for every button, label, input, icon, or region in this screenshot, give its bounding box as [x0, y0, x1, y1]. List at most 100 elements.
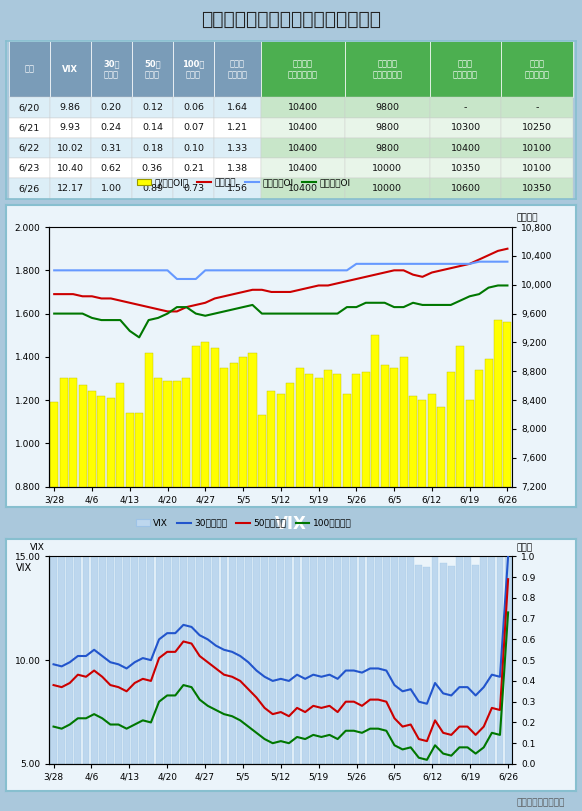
- Text: 遠賣權
最大履約價: 遠賣權 最大履約價: [525, 59, 550, 79]
- Bar: [83, 504, 90, 764]
- Bar: [9, 178, 49, 199]
- Bar: [278, 537, 284, 764]
- Text: -: -: [464, 103, 467, 112]
- Bar: [315, 379, 322, 659]
- Bar: [416, 565, 423, 764]
- Bar: [9, 41, 49, 97]
- Text: 9800: 9800: [375, 123, 399, 132]
- Bar: [164, 380, 172, 659]
- Bar: [318, 534, 325, 764]
- Bar: [359, 528, 365, 764]
- Text: 10000: 10000: [372, 164, 402, 173]
- Bar: [182, 379, 190, 659]
- Bar: [164, 469, 171, 764]
- Bar: [173, 158, 214, 178]
- Text: 30日
百分位: 30日 百分位: [103, 59, 119, 79]
- Bar: [343, 393, 351, 659]
- Bar: [502, 178, 573, 199]
- Bar: [345, 158, 430, 178]
- Bar: [475, 370, 483, 659]
- Text: 0.73: 0.73: [183, 184, 204, 193]
- Text: VIX: VIX: [30, 543, 45, 552]
- Bar: [79, 385, 87, 659]
- Bar: [91, 178, 132, 199]
- Text: 6/26: 6/26: [19, 184, 40, 193]
- Bar: [277, 393, 285, 659]
- Bar: [352, 374, 360, 659]
- Bar: [144, 353, 152, 659]
- Bar: [305, 374, 313, 659]
- Text: 1.64: 1.64: [227, 103, 248, 112]
- Text: 0.06: 0.06: [183, 103, 204, 112]
- Text: 0.10: 0.10: [183, 144, 204, 152]
- Bar: [214, 138, 261, 158]
- Bar: [115, 519, 122, 764]
- Bar: [196, 478, 203, 764]
- Bar: [293, 531, 300, 764]
- Text: 6/22: 6/22: [19, 144, 40, 152]
- Bar: [132, 41, 173, 97]
- Bar: [296, 367, 304, 659]
- Bar: [214, 41, 261, 97]
- Bar: [430, 178, 502, 199]
- Text: 9.93: 9.93: [60, 123, 81, 132]
- Bar: [269, 540, 276, 764]
- Text: 統一期貨研究科製作: 統一期貨研究科製作: [516, 798, 565, 807]
- Bar: [91, 499, 98, 764]
- Text: 日期: 日期: [24, 65, 34, 74]
- Bar: [437, 406, 445, 659]
- Bar: [503, 322, 512, 659]
- Text: 選擇權波動率指數與賣買權未平倉比: 選擇權波動率指數與賣買權未平倉比: [201, 10, 381, 29]
- Bar: [49, 158, 91, 178]
- Bar: [267, 392, 275, 659]
- Bar: [286, 543, 292, 764]
- Bar: [502, 97, 573, 118]
- Text: 10400: 10400: [288, 184, 318, 193]
- Bar: [97, 396, 105, 659]
- Text: -: -: [535, 103, 539, 112]
- Bar: [50, 402, 58, 659]
- Text: VIX: VIX: [275, 514, 307, 533]
- Bar: [91, 158, 132, 178]
- Bar: [132, 158, 173, 178]
- Text: 0.20: 0.20: [101, 103, 122, 112]
- Bar: [464, 556, 471, 764]
- Bar: [447, 372, 455, 659]
- Bar: [261, 158, 345, 178]
- Text: 0.36: 0.36: [142, 164, 163, 173]
- Bar: [428, 393, 436, 659]
- Bar: [172, 469, 179, 764]
- Bar: [180, 453, 187, 764]
- Bar: [139, 509, 146, 764]
- Bar: [132, 97, 173, 118]
- Bar: [69, 379, 77, 659]
- Text: 1.33: 1.33: [227, 144, 248, 152]
- Text: 10350: 10350: [522, 184, 552, 193]
- Bar: [135, 413, 143, 659]
- Bar: [324, 370, 332, 659]
- Bar: [456, 346, 464, 659]
- Bar: [286, 383, 294, 659]
- Text: 百分位: 百分位: [517, 543, 533, 552]
- Bar: [383, 525, 390, 764]
- Bar: [66, 514, 73, 764]
- Bar: [333, 374, 342, 659]
- Bar: [91, 41, 132, 97]
- Bar: [430, 41, 502, 97]
- Bar: [201, 341, 210, 659]
- Bar: [505, 511, 512, 764]
- Text: 9.86: 9.86: [60, 103, 81, 112]
- Bar: [214, 97, 261, 118]
- Bar: [430, 97, 502, 118]
- Text: VIX: VIX: [16, 563, 32, 573]
- Bar: [229, 363, 237, 659]
- Bar: [132, 178, 173, 199]
- Text: 10400: 10400: [288, 123, 318, 132]
- Bar: [502, 138, 573, 158]
- Bar: [173, 118, 214, 138]
- Text: 0.07: 0.07: [183, 123, 204, 132]
- Bar: [107, 398, 115, 659]
- Bar: [88, 392, 96, 659]
- Text: 0.24: 0.24: [101, 123, 122, 132]
- Bar: [432, 548, 438, 764]
